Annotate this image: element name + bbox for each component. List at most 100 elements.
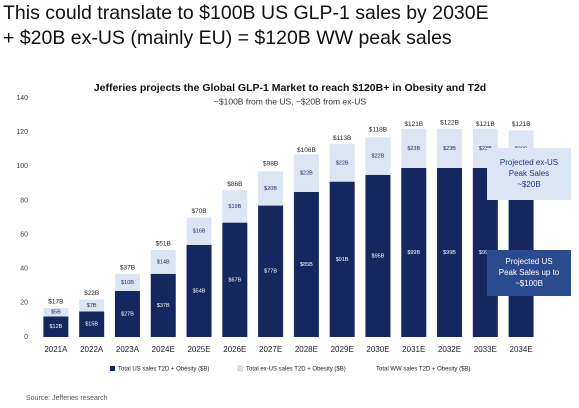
value-label: $23B — [407, 146, 420, 152]
y-tick-label: 60 — [20, 231, 28, 238]
bar-segment — [222, 222, 248, 337]
bar-segment — [186, 217, 212, 245]
bar-segment — [79, 311, 105, 337]
annotation-text: Peak Sales — [509, 169, 549, 178]
bar-segment — [258, 205, 284, 337]
value-label: $23B — [479, 146, 492, 152]
x-tick-label: 2034E — [510, 345, 533, 354]
bar-segment — [186, 244, 212, 337]
x-tick-label: 2031E — [402, 345, 425, 354]
bar-segment — [114, 273, 140, 291]
bar-segment — [79, 299, 105, 312]
bar-segment — [329, 144, 355, 182]
bar-segment — [437, 128, 463, 168]
y-tick-label: 140 — [16, 95, 28, 102]
annotation-text: Projected US — [505, 257, 552, 266]
bar-segment — [258, 171, 284, 206]
total-label: $22B — [84, 290, 99, 297]
bar-segment — [401, 128, 427, 168]
value-label: $22B — [300, 171, 313, 177]
legend-label: Total WW sales T2D + Obesity ($B) — [376, 367, 470, 373]
value-label: $20B — [264, 186, 277, 192]
total-label: $121B — [476, 121, 495, 128]
x-tick-label: 2030E — [366, 345, 389, 354]
bar-segment — [293, 154, 319, 192]
bar-segment — [43, 307, 69, 317]
x-tick-label: 2024E — [152, 345, 175, 354]
total-label: $98B — [263, 160, 278, 167]
bar-segment — [114, 290, 140, 337]
total-label: $17B — [48, 299, 63, 306]
bar-segment — [401, 167, 427, 337]
x-tick-label: 2023A — [116, 345, 140, 354]
total-label: $121B — [512, 121, 531, 128]
value-label: $10B — [121, 280, 134, 286]
total-label: $70B — [191, 208, 206, 215]
value-label: $14B — [157, 259, 170, 265]
bar-segment — [365, 174, 391, 337]
bar-segment — [150, 249, 176, 274]
total-label: $51B — [156, 241, 171, 248]
legend-label: Total ex-US sales T2D + Obesity ($B) — [246, 367, 346, 373]
value-label: $91B — [336, 257, 349, 263]
value-label: $37B — [157, 303, 170, 309]
total-label: $113B — [333, 135, 351, 142]
bar-segment — [365, 137, 391, 175]
headline: + $20B ex-US (mainly EU) = $120B WW peak… — [3, 27, 452, 49]
value-label: $99B — [479, 250, 492, 256]
value-label: $67B — [228, 277, 241, 283]
bar-segment — [437, 167, 463, 337]
value-label: $27B — [121, 311, 134, 317]
annotation-box — [487, 148, 571, 200]
annotation-text: ~$20B — [517, 180, 540, 189]
legend-swatch — [110, 366, 115, 371]
value-label: $22B — [336, 160, 349, 166]
x-tick-label: 2022A — [80, 345, 104, 354]
x-tick-label: 2025E — [187, 345, 210, 354]
x-tick-label: 2021A — [44, 345, 68, 354]
annotation-text: Projected ex-US — [500, 158, 558, 167]
chart-subtitle: ~$100B from the US, ~$20B from ex-US — [214, 96, 366, 106]
annotation-text: ~$100B — [515, 279, 543, 288]
value-label: $99B — [443, 250, 456, 256]
bar-segment — [329, 181, 355, 337]
x-tick-label: 2026E — [223, 345, 246, 354]
bar-segment — [222, 190, 248, 223]
total-label: $118B — [369, 126, 387, 133]
y-tick-label: 120 — [16, 129, 28, 136]
value-label: $85B — [300, 262, 313, 268]
y-tick-label: 0 — [24, 334, 28, 341]
bar-segment — [43, 316, 69, 337]
y-tick-label: 80 — [20, 197, 28, 204]
x-tick-label: 2027E — [259, 345, 282, 354]
source: Source: Jefferies research — [26, 395, 108, 402]
annotation-box — [487, 250, 571, 296]
value-label: $12B — [49, 324, 62, 330]
value-label: $23B — [443, 146, 456, 152]
value-label: $54B — [193, 288, 206, 294]
y-tick-label: 40 — [20, 266, 28, 273]
legend-swatch — [237, 365, 244, 372]
x-tick-label: 2029E — [331, 345, 354, 354]
value-label: $16B — [193, 229, 206, 235]
headline: This could translate to $100B US GLP-1 s… — [3, 2, 489, 24]
value-label: $95B — [372, 253, 385, 259]
y-tick-label: 20 — [20, 300, 28, 307]
total-label: $121B — [404, 121, 423, 128]
value-label: $99B — [407, 250, 420, 256]
x-tick-label: 2033E — [474, 345, 497, 354]
bar-segment — [150, 273, 176, 337]
value-label: $7B — [87, 303, 97, 309]
total-label: $106B — [297, 147, 316, 154]
x-tick-label: 2028E — [295, 345, 318, 354]
value-label: $22B — [372, 153, 385, 159]
value-label: $5B — [51, 310, 61, 316]
value-label: $77B — [264, 269, 277, 275]
chart-title: Jefferies projects the Global GLP-1 Mark… — [94, 82, 486, 94]
legend-label: Total US sales T2D + Obesity ($B) — [118, 367, 209, 373]
total-label: $122B — [440, 119, 459, 126]
x-tick-label: 2032E — [438, 345, 461, 354]
total-label: $86B — [227, 181, 242, 188]
